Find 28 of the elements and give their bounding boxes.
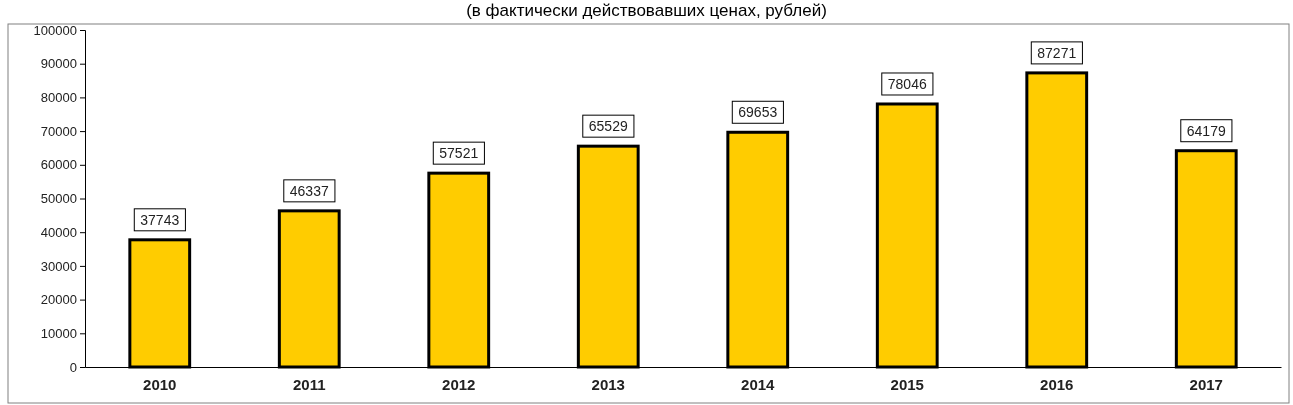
x-tick-label: 2014 (741, 375, 776, 393)
chart-subtitle: (в фактически действовавших ценах, рублей) (466, 1, 827, 20)
y-tick-label: 60000 (40, 157, 77, 173)
x-tick-label: 2016 (1040, 375, 1074, 393)
y-tick-label: 10000 (40, 325, 77, 341)
data-label: 69653 (738, 104, 778, 121)
x-tick-label: 2013 (591, 375, 625, 393)
data-label: 64179 (1186, 122, 1226, 139)
y-tick-label: 100000 (33, 22, 77, 38)
data-label: 46337 (289, 182, 329, 199)
y-tick-label: 90000 (40, 56, 77, 72)
y-tick-label: 20000 (40, 292, 77, 308)
x-tick-label: 2012 (442, 375, 476, 393)
x-tick-label: 2015 (890, 375, 924, 393)
y-tick-label: 50000 (40, 191, 77, 207)
data-label: 37743 (140, 211, 180, 228)
y-tick-label: 0 (69, 359, 77, 375)
x-tick-label: 2011 (292, 375, 326, 393)
y-tick-label: 80000 (40, 90, 77, 106)
data-label: 65529 (588, 118, 628, 135)
x-tick-label: 2017 (1189, 375, 1223, 393)
y-tick-label: 40000 (40, 224, 77, 240)
y-tick-label: 70000 (40, 123, 77, 139)
data-label: 78046 (887, 75, 927, 92)
data-label: 87271 (1037, 44, 1077, 61)
y-tick-label: 30000 (40, 258, 77, 274)
x-tick-label: 2010 (143, 375, 177, 393)
data-label: 57521 (439, 145, 479, 162)
